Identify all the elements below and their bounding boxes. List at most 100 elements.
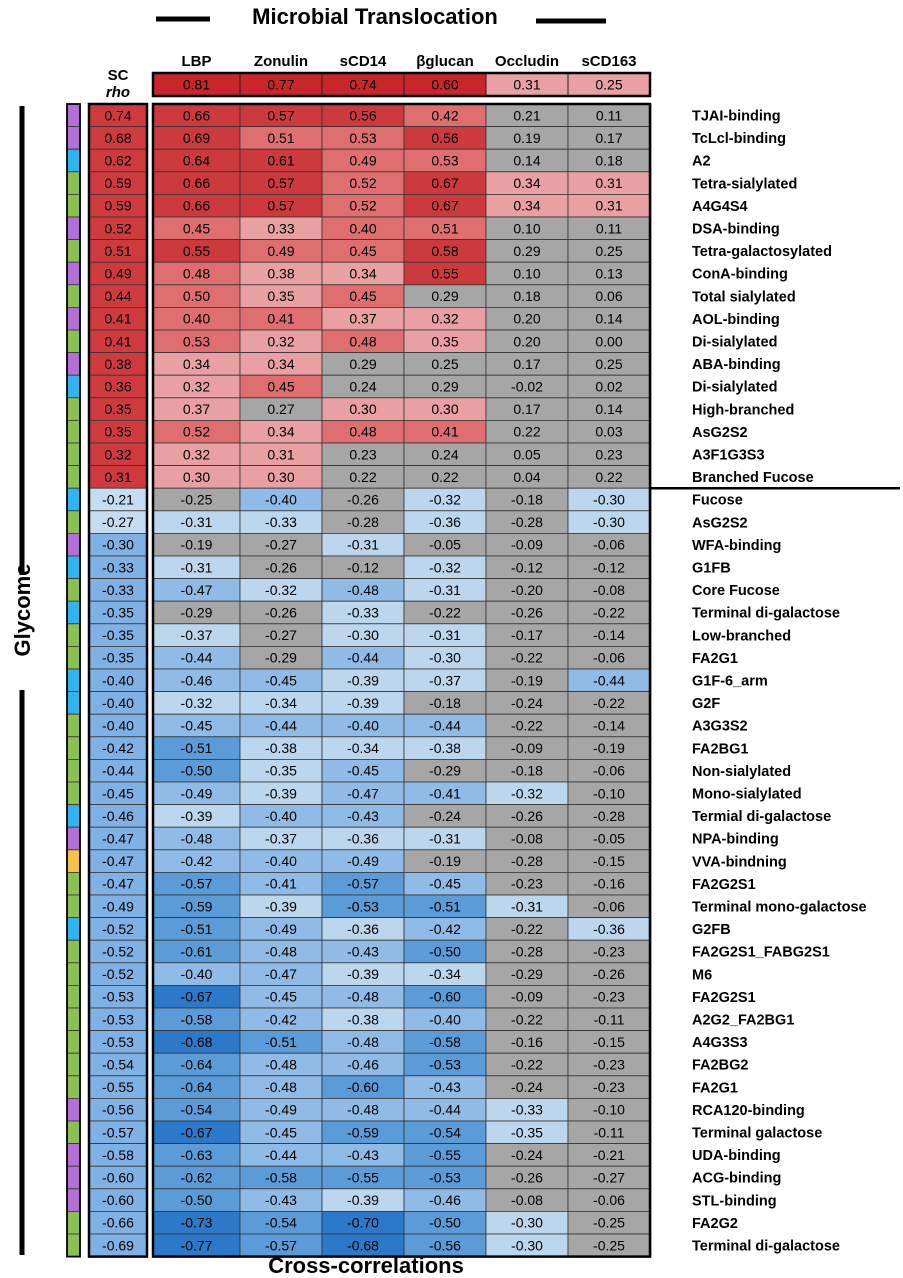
heatmap-cell-value: -0.39 <box>347 695 379 711</box>
row-label: G1FB <box>692 561 731 577</box>
group-color-swatch <box>66 1098 81 1122</box>
group-color-swatch <box>66 804 81 828</box>
heatmap-cell-value: -0.44 <box>181 650 213 666</box>
heatmap-cell-value: -0.31 <box>429 627 461 643</box>
group-color-swatch <box>66 306 81 331</box>
heatmap-cell-value: -0.47 <box>347 785 379 801</box>
heatmap-cell-value: -0.22 <box>511 1011 543 1027</box>
heatmap-cell-value: 0.38 <box>267 266 294 282</box>
heatmap-cell-value: -0.31 <box>181 559 213 575</box>
row-label: Fucose <box>692 493 743 509</box>
heatmap-cell-value: 0.18 <box>513 288 540 304</box>
heatmap-cell-value: -0.51 <box>265 1034 297 1050</box>
heatmap-cell-value: 0.17 <box>513 356 540 372</box>
group-color-swatch <box>66 578 81 602</box>
group-color-column <box>66 103 81 1258</box>
row-label: STL-binding <box>692 1193 777 1209</box>
heatmap-cell-value: -0.55 <box>429 1147 461 1163</box>
heatmap-cell-value: 0.17 <box>595 130 622 146</box>
row-label: Mono-sialylated <box>692 787 802 803</box>
heatmap-cell-value: -0.60 <box>347 1079 379 1095</box>
sc-rho-value: -0.52 <box>102 921 134 937</box>
heatmap-cell-value: -0.28 <box>593 808 625 824</box>
group-color-swatch <box>66 374 81 399</box>
heatmap-cell-value: -0.26 <box>265 559 297 575</box>
sc-rho-value: -0.40 <box>102 695 134 711</box>
heatmap-cell-value: 0.24 <box>431 446 458 462</box>
heatmap-cell-value: -0.29 <box>429 763 461 779</box>
sc-rho-value: 0.35 <box>104 424 131 440</box>
heatmap-cell-value: -0.25 <box>593 1237 625 1253</box>
heatmap-cell-value: 0.48 <box>183 266 210 282</box>
heatmap-cell-value: -0.08 <box>593 582 625 598</box>
heatmap-cell-value: -0.41 <box>265 876 297 892</box>
sc-rho-value: -0.35 <box>102 605 134 621</box>
heatmap-cell-value: -0.25 <box>181 492 213 508</box>
sc-rho-value: -0.52 <box>102 966 134 982</box>
heatmap-cell-value: -0.77 <box>181 1237 213 1253</box>
heatmap-cell-value: -0.57 <box>181 876 213 892</box>
heatmap-cell-value: 0.40 <box>349 220 376 236</box>
heatmap-cell-value: 0.22 <box>595 469 622 485</box>
sc-rho-value: -0.27 <box>102 514 134 530</box>
group-color-swatch <box>66 1143 81 1167</box>
heatmap-cell-value: 0.20 <box>513 311 540 327</box>
heatmap-cell-value: -0.44 <box>265 1147 297 1163</box>
row-label: A3F1G3S3 <box>692 448 765 464</box>
heatmap-cell-value: -0.57 <box>265 1237 297 1253</box>
sc-rho-value: -0.66 <box>102 1215 134 1231</box>
group-color-swatch <box>66 171 81 195</box>
heatmap-cell-value: 0.30 <box>431 401 458 417</box>
grid-frame <box>151 102 652 1258</box>
heatmap-cell-value: -0.45 <box>181 718 213 734</box>
heatmap-cell-value: -0.60 <box>429 989 461 1005</box>
sc-header-label: SC <box>108 67 129 84</box>
sc-rho-value: -0.33 <box>102 582 134 598</box>
row-label: FA2BG1 <box>692 741 748 757</box>
heatmap-cell-value: -0.31 <box>429 831 461 847</box>
group-color-swatch <box>66 284 81 308</box>
sc-rho-value: 0.44 <box>104 288 131 304</box>
heatmap-cell-value: 0.29 <box>431 379 458 395</box>
heatmap-cell-value: -0.44 <box>429 1102 461 1118</box>
heatmap-cell-value: -0.44 <box>593 672 625 688</box>
group-color-swatch <box>66 1030 81 1054</box>
heatmap-cell-value: -0.31 <box>347 537 379 553</box>
heatmap-cell-value: -0.32 <box>265 582 297 598</box>
header-rho-value: 0.74 <box>349 77 376 93</box>
heatmap-cell-value: -0.22 <box>511 650 543 666</box>
heatmap-cell-value: -0.61 <box>181 944 213 960</box>
heatmap-cell-value: 0.32 <box>183 446 210 462</box>
heatmap-cell-value: -0.37 <box>265 831 297 847</box>
heatmap-cell-value: 0.22 <box>431 469 458 485</box>
heatmap-cell-value: -0.37 <box>181 627 213 643</box>
sc-rho-value: -0.57 <box>102 1124 134 1140</box>
heatmap-cell-value: -0.30 <box>347 627 379 643</box>
group-color-swatch <box>66 713 81 738</box>
heatmap-cell-value: -0.51 <box>181 921 213 937</box>
heatmap-cell-value: -0.43 <box>347 944 379 960</box>
heatmap-cell-value: -0.24 <box>511 1079 543 1095</box>
heatmap-cell-value: 0.66 <box>183 198 210 214</box>
rho-header-label: rho <box>106 84 130 101</box>
heatmap-cell-value: 0.34 <box>267 424 294 440</box>
heatmap-cell-value: -0.17 <box>511 627 543 643</box>
group-color-swatch <box>66 781 81 806</box>
group-color-swatch <box>66 985 81 1009</box>
row-label: A2 <box>692 154 711 170</box>
heatmap-cell-value: -0.46 <box>429 1192 461 1208</box>
row-label: A4G4S4 <box>692 199 748 215</box>
row-label: Tetra-galactosylated <box>692 244 832 260</box>
row-label: G2FB <box>692 922 731 938</box>
heatmap-cell-value: -0.50 <box>429 944 461 960</box>
heatmap-cell-value: 0.32 <box>267 333 294 349</box>
heatmap-cell-value: -0.06 <box>593 763 625 779</box>
heatmap-cell-value: 0.23 <box>349 446 376 462</box>
sc-rho-value: 0.36 <box>104 379 131 395</box>
heatmap-cell-value: 0.50 <box>183 288 210 304</box>
heatmap-cell-value: -0.54 <box>429 1124 461 1140</box>
heatmap-cell-value: -0.44 <box>429 718 461 734</box>
heatmap-cell-value: -0.42 <box>429 921 461 937</box>
heatmap-cell-value: 0.67 <box>431 175 458 191</box>
group-color-swatch <box>66 939 81 964</box>
